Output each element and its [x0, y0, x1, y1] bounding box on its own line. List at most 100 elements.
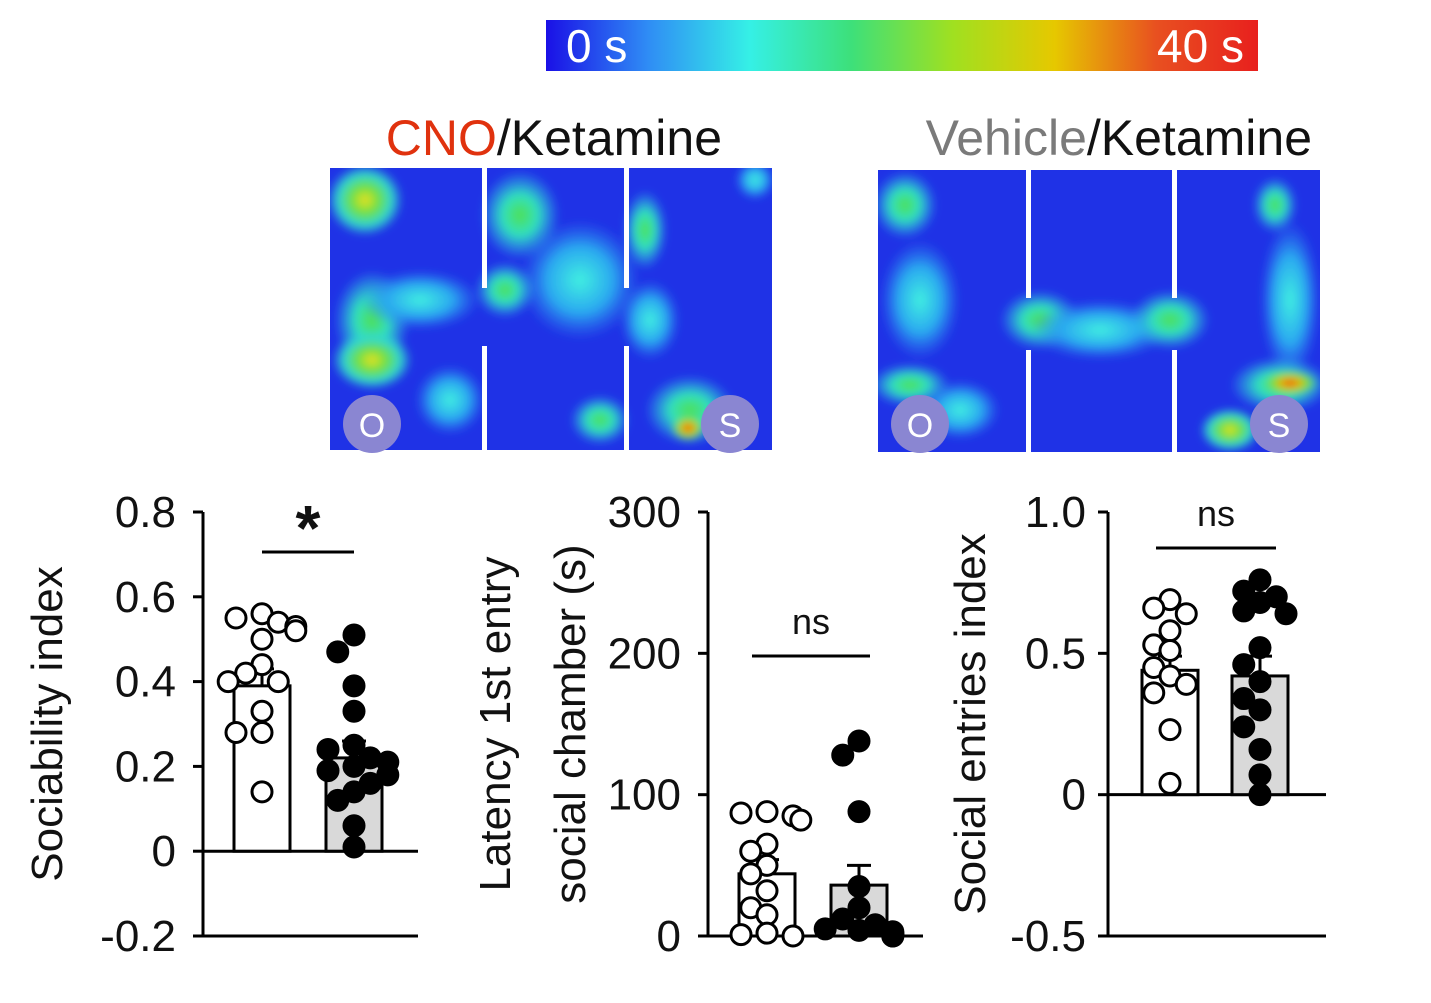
- data-point: [739, 862, 763, 886]
- significance-label: ns: [792, 601, 830, 642]
- object-zone-marker: [343, 395, 401, 453]
- data-point: [316, 759, 340, 783]
- colorbar: 0 s 40 s: [546, 20, 1258, 72]
- data-point: [250, 627, 274, 651]
- data-point: [1248, 698, 1272, 722]
- y-tick-label: 1.0: [1025, 488, 1086, 537]
- data-point: [729, 923, 753, 947]
- data-point: [1174, 672, 1198, 696]
- data-point: [1232, 687, 1256, 711]
- latency-first-entry-chart: 0 100 200 300 Latency 1st entry social chambe…: [471, 488, 923, 961]
- heatmap-title-treatment: CNO: [386, 110, 497, 166]
- social-zone-label: S: [719, 407, 742, 445]
- social-zone-marker: [1250, 395, 1308, 453]
- data-point: [342, 699, 366, 723]
- significance-label: ns: [1197, 493, 1235, 534]
- data-point: [1158, 639, 1182, 663]
- colorbar-gradient: [546, 20, 1258, 71]
- object-zone-label: O: [359, 407, 385, 445]
- data-point: [1248, 737, 1272, 761]
- y-tick-label: 0.8: [115, 488, 176, 537]
- data-point: [847, 918, 871, 942]
- y-axis-label: social chamber (s): [546, 544, 595, 903]
- heatmap-image: [878, 170, 1320, 452]
- data-point: [316, 737, 340, 761]
- sociability-index-chart: -0.2 0 0.2 0.4 0.6 0.8 Sociability index *: [23, 488, 418, 961]
- data-point: [813, 917, 837, 941]
- data-point: [326, 788, 350, 812]
- data-point: [250, 780, 274, 804]
- data-point: [342, 814, 366, 838]
- significance-label: *: [296, 492, 321, 564]
- data-point: [847, 729, 871, 753]
- data-point: [1158, 718, 1182, 742]
- data-point: [1248, 783, 1272, 807]
- y-tick-label: 0: [1062, 771, 1086, 820]
- data-point: [284, 619, 308, 643]
- heatmap-title: CNO/Ketamine: [386, 110, 722, 166]
- y-axis-label: Social entries index: [946, 533, 995, 915]
- data-point: [755, 800, 779, 824]
- data-point: [789, 808, 813, 832]
- data-point: [847, 800, 871, 824]
- data-point: [1158, 771, 1182, 795]
- colorbar-max-label: 40 s: [1157, 20, 1244, 72]
- data-point: [342, 623, 366, 647]
- data-point: [326, 640, 350, 664]
- data-point: [881, 924, 905, 948]
- colorbar-min-label: 0 s: [566, 20, 627, 72]
- data-point: [847, 896, 871, 920]
- social-zone-marker: [701, 395, 759, 453]
- heatmap-title-drug: /Ketamine: [1087, 110, 1312, 166]
- y-tick-label: -0.5: [1010, 912, 1086, 961]
- y-axis-label: Sociability index: [23, 566, 72, 882]
- y-tick-label: 0: [657, 912, 681, 961]
- data-point: [1158, 619, 1182, 643]
- data-point: [755, 879, 779, 903]
- heatmap-title-drug: /Ketamine: [497, 110, 722, 166]
- heatmap-vehicle-ketamine: Vehicle/Ketamine O: [878, 110, 1320, 453]
- heatmap-title: Vehicle/Ketamine: [926, 110, 1312, 166]
- y-tick-label: 0.2: [115, 742, 176, 791]
- heatmap-cno-ketamine: CNO/Ketamine: [330, 110, 772, 453]
- y-axis-label: Latency 1st entry: [471, 556, 520, 891]
- social-zone-label: S: [1268, 407, 1291, 445]
- heatmap-image: [330, 168, 772, 450]
- data-point: [266, 670, 290, 694]
- y-tick-label: 0.6: [115, 573, 176, 622]
- data-point: [1232, 599, 1256, 623]
- data-point: [847, 875, 871, 899]
- data-point: [781, 924, 805, 948]
- data-point: [1232, 715, 1256, 739]
- data-point: [342, 754, 366, 778]
- social-entries-index-chart: -0.5 0 0.5 1.0 Social entries index ns: [946, 488, 1326, 961]
- data-point: [1248, 763, 1272, 787]
- data-point: [831, 907, 855, 931]
- data-point: [755, 921, 779, 945]
- data-point: [216, 670, 240, 694]
- data-point: [342, 835, 366, 859]
- data-point: [250, 699, 274, 723]
- y-tick-label: 0: [152, 827, 176, 876]
- object-zone-marker: [891, 395, 949, 453]
- y-tick-label: 0.4: [115, 658, 176, 707]
- heatmap-title-treatment: Vehicle: [926, 110, 1087, 166]
- data-point: [250, 720, 274, 744]
- data-point: [831, 743, 855, 767]
- data-point: [1248, 670, 1272, 694]
- data-point: [1248, 636, 1272, 660]
- data-point: [342, 674, 366, 698]
- data-point: [1174, 602, 1198, 626]
- data-point: [1274, 602, 1298, 626]
- data-point: [739, 839, 763, 863]
- data-point: [1248, 568, 1272, 592]
- data-point: [1142, 596, 1166, 620]
- data-point: [1142, 681, 1166, 705]
- y-tick-label: 100: [608, 771, 681, 820]
- y-tick-label: 300: [608, 488, 681, 537]
- y-tick-label: 200: [608, 629, 681, 678]
- data-point: [1232, 653, 1256, 677]
- y-tick-label: -0.2: [100, 912, 176, 961]
- data-point: [729, 801, 753, 825]
